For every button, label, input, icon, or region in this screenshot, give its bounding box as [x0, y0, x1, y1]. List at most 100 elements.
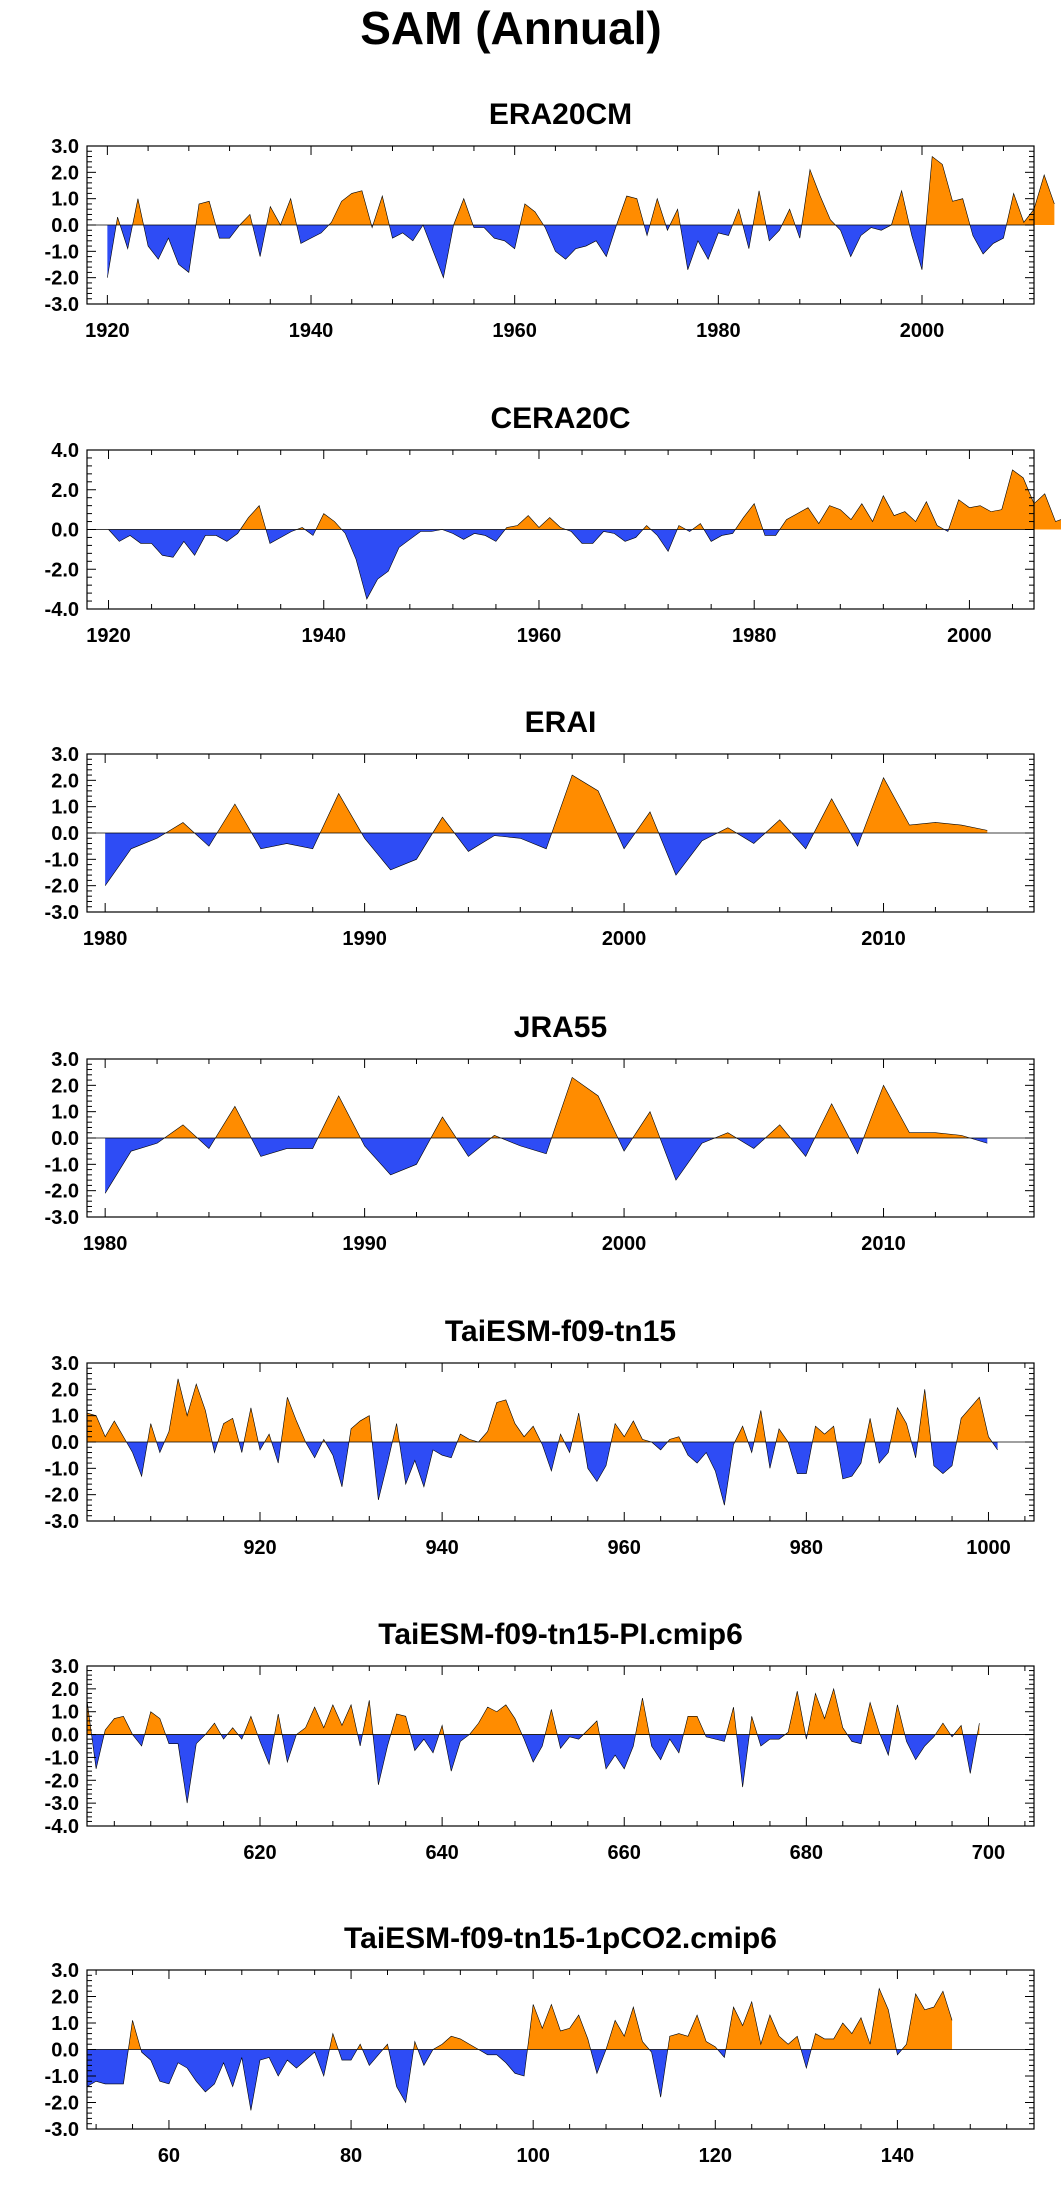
- y-tick-label: -3.0: [45, 294, 79, 316]
- x-tick-label: 2000: [602, 1233, 647, 1255]
- y-tick-label: -3.0: [45, 1793, 79, 1815]
- y-tick-label: -2.0: [45, 876, 79, 898]
- y-tick-label: 2.0: [51, 480, 79, 502]
- panel-title: ERAI: [525, 706, 597, 739]
- x-tick-label: 60: [158, 2145, 180, 2167]
- y-tick-label: 3.0: [51, 1960, 79, 1982]
- negative-area: [105, 1138, 988, 1194]
- figure-title: SAM (Annual): [360, 2, 662, 54]
- y-tick-label: -2.0: [45, 1770, 79, 1792]
- y-tick-label: 2.0: [51, 1987, 79, 2009]
- x-tick-label: 1940: [302, 625, 347, 647]
- x-tick-label: 1940: [289, 320, 334, 342]
- x-tick-label: 80: [340, 2145, 362, 2167]
- x-tick-label: 1920: [86, 625, 131, 647]
- x-tick-label: 1980: [732, 625, 777, 647]
- y-tick-label: 3.0: [51, 1049, 79, 1071]
- y-tick-label: 2.0: [51, 1075, 79, 1097]
- x-tick-label: 920: [243, 1537, 276, 1559]
- negative-area: [87, 1734, 980, 1804]
- y-tick-label: 2.0: [51, 1679, 79, 1701]
- y-tick-label: 3.0: [51, 136, 79, 158]
- series-line: [86, 1687, 980, 1804]
- negative-area: [107, 225, 1055, 278]
- plot-frame: [86, 1665, 1035, 1827]
- y-tick-label: 3.0: [51, 1353, 79, 1375]
- positive-area: [105, 775, 988, 833]
- panel-0: ERA20CM 3.0 2.0 1.0 0.0 -1.0 -2.0 -3.0 1920 1940 1…: [45, 98, 1055, 342]
- series-line: [86, 1987, 953, 2111]
- y-tick-label: -1.0: [45, 1458, 79, 1480]
- x-tick-label: 680: [790, 1842, 823, 1864]
- y-tick-label: 0.0: [51, 215, 79, 237]
- series-line: [107, 155, 1055, 279]
- x-tick-label: 640: [425, 1842, 458, 1864]
- x-tick-label: 1990: [342, 928, 387, 950]
- x-tick-label: 620: [243, 1842, 276, 1864]
- panel-title: TaiESM-f09-tn15: [445, 1315, 676, 1348]
- y-tick-label: -2.0: [45, 2093, 79, 2115]
- y-tick-label: 3.0: [51, 744, 79, 766]
- x-tick-label: 1980: [83, 1233, 128, 1255]
- x-tick-label: 660: [608, 1842, 641, 1864]
- x-tick-label: 1960: [492, 320, 537, 342]
- y-tick-label: -2.0: [45, 1485, 79, 1507]
- y-tick-label: 0.0: [51, 1432, 79, 1454]
- x-tick-label: 140: [881, 2145, 914, 2167]
- positive-area: [87, 1688, 980, 1735]
- x-tick-label: 2000: [602, 928, 647, 950]
- y-tick-label: 1.0: [51, 1102, 79, 1124]
- y-tick-label: 0.0: [51, 1128, 79, 1150]
- y-tick-label: 3.0: [51, 1656, 79, 1678]
- panel-title: TaiESM-f09-tn15-1pCO2.cmip6: [344, 1922, 777, 1955]
- y-tick-label: 0.0: [51, 1725, 79, 1747]
- x-tick-label: 1920: [85, 320, 130, 342]
- series-line: [86, 1378, 998, 1506]
- y-tick-label: -1.0: [45, 241, 79, 263]
- negative-area: [105, 833, 988, 886]
- panel-title: TaiESM-f09-tn15-PI.cmip6: [378, 1618, 743, 1651]
- x-tick-label: 1960: [517, 625, 562, 647]
- y-tick-label: 1.0: [51, 1702, 79, 1724]
- y-tick-label: -3.0: [45, 2119, 79, 2141]
- y-tick-label: -3.0: [45, 1207, 79, 1229]
- y-tick-label: 1.0: [51, 189, 79, 211]
- y-tick-label: 4.0: [51, 440, 79, 462]
- y-tick-label: -1.0: [45, 1747, 79, 1769]
- y-tick-label: -1.0: [45, 2066, 79, 2088]
- y-tick-label: -1.0: [45, 1154, 79, 1176]
- panel-title: JRA55: [514, 1011, 607, 1044]
- x-tick-label: 1000: [966, 1537, 1011, 1559]
- x-tick-label: 980: [790, 1537, 823, 1559]
- x-tick-label: 120: [699, 2145, 732, 2167]
- panel-4: TaiESM-f09-tn15 3.0 2.0 1.0 0.0 -1.0 -2.0 -3.0 9…: [45, 1315, 1035, 1559]
- y-tick-label: -3.0: [45, 902, 79, 924]
- panel-1: CERA20C 4.0 2.0 0.0 -2.0 -4.0 1920 1940 1960 1980…: [45, 402, 1061, 647]
- series-line: [108, 469, 1061, 600]
- positive-area: [87, 1988, 953, 2050]
- x-tick-label: 960: [608, 1537, 641, 1559]
- positive-area: [107, 156, 1055, 225]
- y-tick-label: 2.0: [51, 1379, 79, 1401]
- x-tick-label: 1990: [342, 1233, 387, 1255]
- y-tick-label: 0.0: [51, 520, 79, 542]
- x-tick-label: 1980: [83, 928, 128, 950]
- x-tick-label: 940: [425, 1537, 458, 1559]
- y-tick-label: 1.0: [51, 797, 79, 819]
- x-tick-label: 2000: [900, 320, 945, 342]
- negative-area: [108, 529, 1061, 600]
- x-tick-label: 700: [972, 1842, 1005, 1864]
- panel-6: TaiESM-f09-tn15-1pCO2.cmip6 3.0 2.0 1.0 0.0 -…: [45, 1922, 1035, 2167]
- series-line: [104, 774, 988, 886]
- panel-5: TaiESM-f09-tn15-PI.cmip6 3.02.01.00.0-1.0…: [45, 1618, 1035, 1864]
- y-tick-label: -2.0: [45, 268, 79, 290]
- y-tick-label: -4.0: [45, 599, 79, 621]
- negative-area: [87, 1442, 998, 1506]
- positive-area: [108, 469, 1061, 530]
- y-tick-label: 2.0: [51, 770, 79, 792]
- y-tick-label: 1.0: [51, 1406, 79, 1428]
- negative-area: [87, 2049, 953, 2111]
